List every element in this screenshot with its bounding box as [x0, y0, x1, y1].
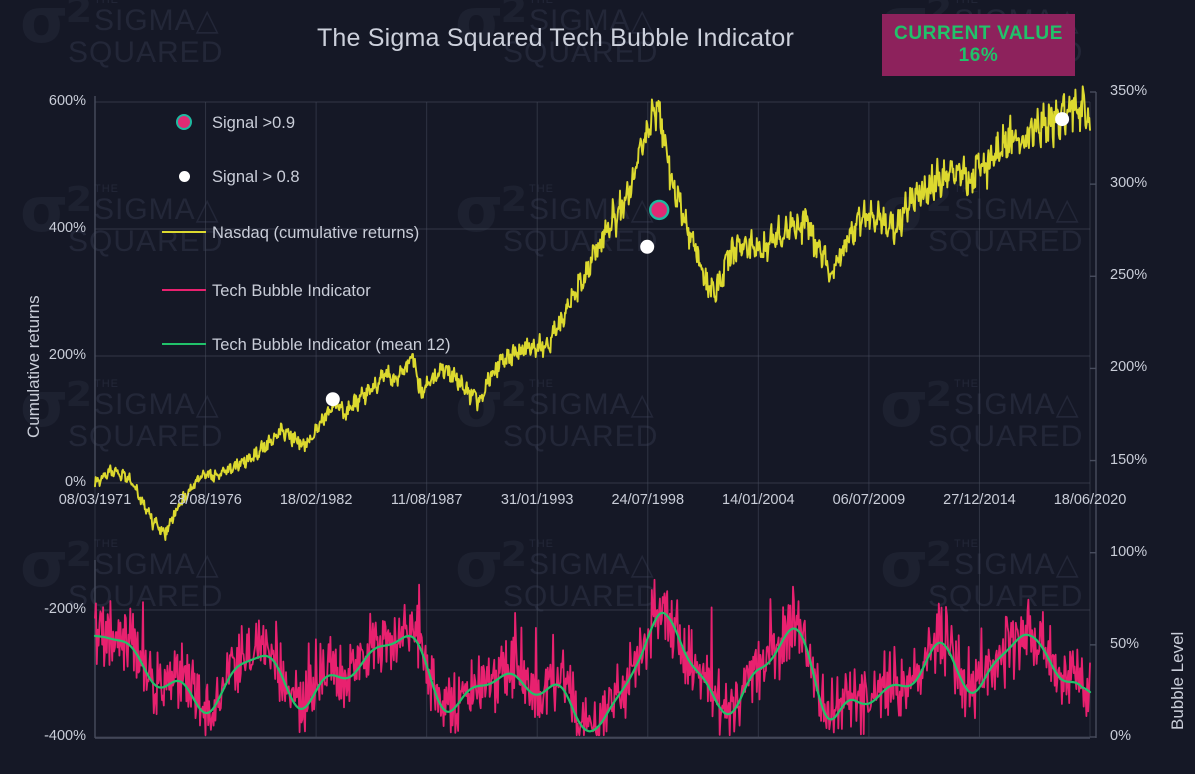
signal-marker — [1055, 112, 1070, 127]
legend-item-nasdaq[interactable]: Nasdaq (cumulative returns) — [160, 222, 419, 244]
y-axis-tick-left: -400% — [44, 728, 86, 744]
current-value-number: 16% — [958, 45, 999, 66]
legend-swatch — [162, 230, 206, 234]
y-axis-tick-right: 100% — [1110, 543, 1148, 560]
y-axis-tick-right: 300% — [1110, 175, 1148, 192]
legend-item-label: Signal > 0.8 — [212, 168, 300, 186]
y-axis-tick-right: 0% — [1110, 728, 1131, 744]
y-axis-title-left: Cumulative returns — [24, 295, 43, 438]
legend-swatch — [178, 170, 190, 182]
legend-swatch — [162, 288, 206, 292]
legend-dot-icon — [160, 112, 208, 132]
legend-line-icon — [160, 334, 208, 354]
y-axis-tick-left: 400% — [48, 220, 86, 236]
legend-line-icon — [160, 280, 208, 300]
signal-marker — [640, 239, 655, 254]
x-axis-tick: 18/06/2020 — [1053, 492, 1127, 508]
legend-item-label: Signal >0.9 — [212, 114, 296, 132]
legend-item-signal-08[interactable]: Signal > 0.8 — [160, 166, 300, 188]
nasdaq-line — [94, 85, 1091, 541]
x-axis-tick: 08/03/1971 — [58, 492, 132, 508]
legend-swatch — [176, 114, 192, 130]
x-axis-tick: 28/08/1976 — [169, 492, 242, 508]
x-axis-tick: 11/08/1987 — [390, 492, 463, 508]
y-axis-title-right: Bubble Level — [1168, 631, 1187, 730]
y-axis-tick-right: 200% — [1110, 359, 1148, 376]
y-axis-tick-right: 150% — [1110, 451, 1148, 468]
y-axis-tick-left: 200% — [48, 347, 86, 363]
legend-swatch — [162, 342, 206, 346]
legend-item-tech-bubble-indicator[interactable]: Tech Bubble Indicator — [160, 280, 371, 302]
x-axis-tick: 27/12/2014 — [943, 492, 1016, 508]
x-axis-tick: 18/02/1982 — [279, 492, 353, 508]
y-axis-tick-left: -200% — [44, 601, 86, 617]
current-value-badge: CURRENT VALUE 16% — [882, 14, 1075, 76]
legend-line-icon — [160, 222, 208, 242]
y-axis-tick-right: 350% — [1110, 83, 1148, 99]
legend-item-label: Tech Bubble Indicator (mean 12) — [212, 336, 451, 354]
legend-dot-icon — [160, 166, 208, 186]
legend-item-label: Nasdaq (cumulative returns) — [212, 224, 420, 242]
x-axis-tick: 06/07/2009 — [832, 492, 906, 508]
x-axis-tick: 31/01/1993 — [500, 492, 574, 508]
page-title-text: The Sigma Squared Tech Bubble Indicator — [316, 24, 795, 52]
y-axis-tick-left: 600% — [48, 93, 86, 109]
y-axis-tick-left: 0% — [65, 474, 86, 490]
x-axis-tick: 24/07/1998 — [611, 492, 685, 508]
x-axis-tick: 14/01/2004 — [722, 492, 795, 508]
legend-item-signal-09[interactable]: Signal >0.9 — [160, 112, 295, 134]
current-value-label: CURRENT VALUE — [894, 23, 1063, 44]
y-axis-tick-right: 50% — [1110, 635, 1140, 652]
signal-marker — [649, 199, 670, 221]
tech-bubble-indicator-line — [94, 578, 1091, 737]
signal-marker — [325, 392, 340, 407]
page-title: The Sigma Squared Tech Bubble Indicator — [0, 24, 1195, 53]
legend-item-label: Tech Bubble Indicator — [212, 282, 371, 300]
legend-item-tech-bubble-indicator-mean12[interactable]: Tech Bubble Indicator (mean 12) — [160, 334, 450, 356]
tech-bubble-indicator-mean12-line — [93, 611, 1092, 733]
y-axis-tick-right: 250% — [1110, 267, 1148, 284]
